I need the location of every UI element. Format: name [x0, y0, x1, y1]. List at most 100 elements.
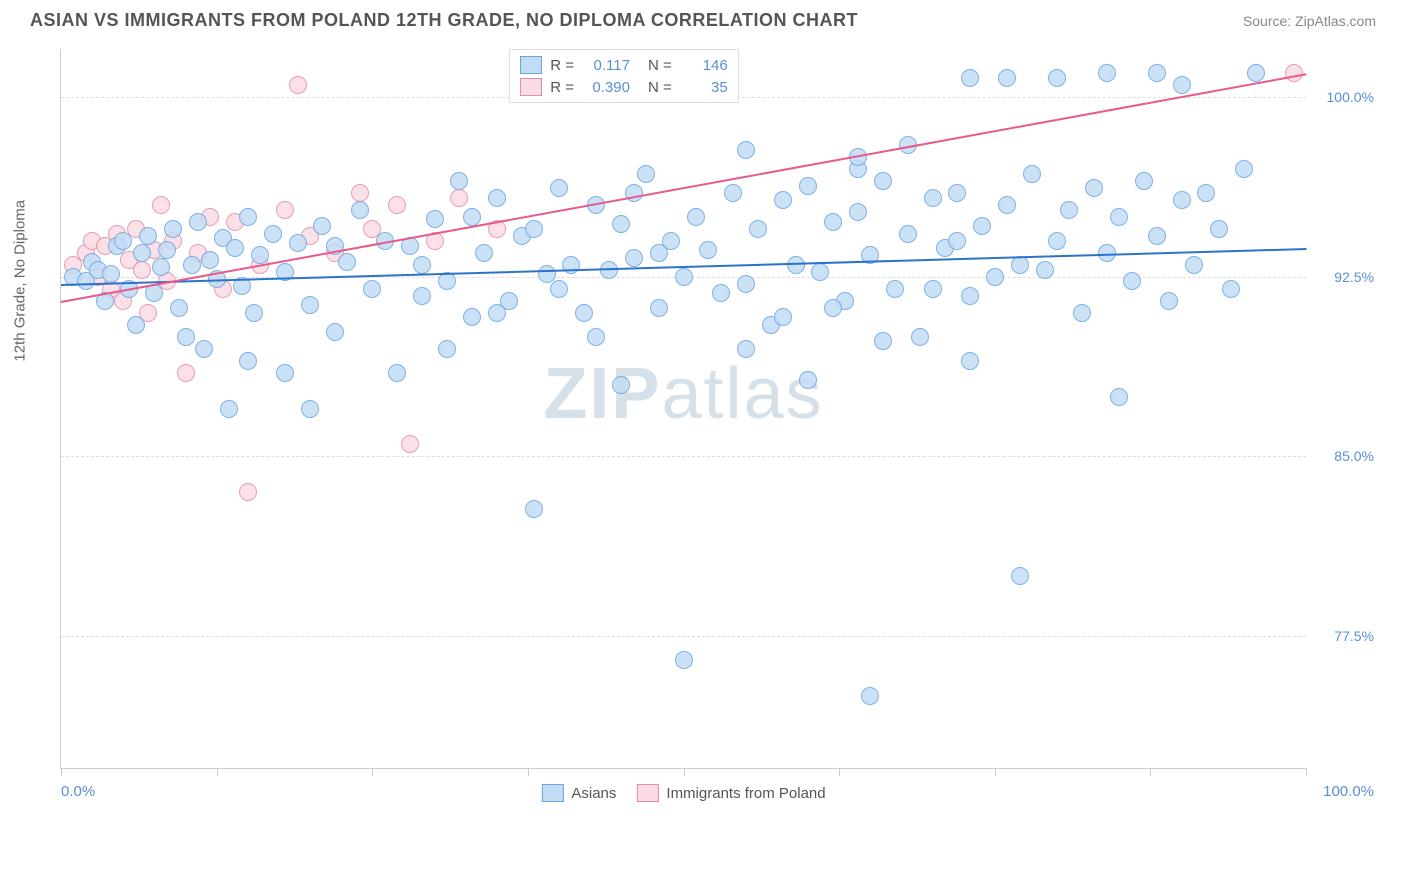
scatter-point-asians: [1247, 64, 1265, 82]
legend-item-poland: Immigrants from Poland: [636, 784, 825, 802]
chart-title: ASIAN VS IMMIGRANTS FROM POLAND 12TH GRA…: [30, 10, 858, 31]
watermark-atlas: atlas: [661, 354, 823, 434]
scatter-point-asians: [1222, 280, 1240, 298]
scatter-point-asians: [550, 280, 568, 298]
scatter-point-asians: [1123, 272, 1141, 290]
scatter-point-asians: [201, 251, 219, 269]
gridline: [61, 636, 1306, 637]
scatter-point-asians: [1048, 69, 1066, 87]
scatter-point-poland: [289, 76, 307, 94]
scatter-point-asians: [675, 268, 693, 286]
scatter-point-asians: [189, 213, 207, 231]
scatter-point-poland: [450, 189, 468, 207]
scatter-point-asians: [139, 227, 157, 245]
r-label: R =: [550, 57, 574, 74]
scatter-point-asians: [488, 304, 506, 322]
scatter-point-asians: [687, 208, 705, 226]
scatter-point-asians: [575, 304, 593, 322]
scatter-point-asians: [961, 287, 979, 305]
scatter-point-asians: [152, 258, 170, 276]
scatter-point-asians: [351, 201, 369, 219]
scatter-point-asians: [986, 268, 1004, 286]
scatter-point-poland: [239, 483, 257, 501]
scatter-point-asians: [463, 308, 481, 326]
scatter-point-asians: [612, 376, 630, 394]
scatter-point-asians: [133, 244, 151, 262]
scatter-point-asians: [1173, 191, 1191, 209]
y-tick-label: 92.5%: [1334, 269, 1374, 285]
scatter-point-asians: [998, 69, 1016, 87]
scatter-point-asians: [525, 220, 543, 238]
scatter-point-asians: [177, 328, 195, 346]
scatter-point-asians: [724, 184, 742, 202]
scatter-point-asians: [388, 364, 406, 382]
scatter-point-asians: [650, 244, 668, 262]
scatter-point-asians: [313, 217, 331, 235]
scatter-point-asians: [749, 220, 767, 238]
y-tick-label: 85.0%: [1334, 448, 1374, 464]
scatter-point-asians: [239, 208, 257, 226]
swatch-asians-icon: [541, 784, 563, 802]
scatter-point-asians: [183, 256, 201, 274]
scatter-point-asians: [612, 215, 630, 233]
asians-n-value: 146: [680, 57, 728, 74]
x-tick: [995, 768, 996, 776]
x-axis-min-label: 0.0%: [61, 783, 95, 800]
scatter-point-asians: [650, 299, 668, 317]
scatter-point-asians: [799, 177, 817, 195]
n-label: N =: [648, 57, 672, 74]
gridline: [61, 456, 1306, 457]
poland-n-value: 35: [680, 79, 728, 96]
scatter-point-asians: [874, 172, 892, 190]
scatter-point-asians: [1210, 220, 1228, 238]
scatter-point-asians: [1085, 179, 1103, 197]
scatter-point-asians: [737, 340, 755, 358]
scatter-point-poland: [1285, 64, 1303, 82]
scatter-point-asians: [948, 232, 966, 250]
y-tick-label: 100.0%: [1327, 89, 1374, 105]
legend-stats-row-asians: R = 0.117 N = 146: [520, 54, 728, 76]
scatter-point-asians: [1110, 208, 1128, 226]
scatter-point-asians: [998, 196, 1016, 214]
scatter-point-asians: [363, 280, 381, 298]
scatter-point-asians: [251, 246, 269, 264]
y-tick-label: 77.5%: [1334, 628, 1374, 644]
scatter-point-asians: [699, 241, 717, 259]
x-tick: [217, 768, 218, 776]
scatter-point-asians: [824, 299, 842, 317]
scatter-point-asians: [145, 284, 163, 302]
scatter-point-asians: [712, 284, 730, 302]
scatter-point-asians: [886, 280, 904, 298]
x-axis-max-label: 100.0%: [1323, 783, 1374, 800]
scatter-point-asians: [413, 256, 431, 274]
scatter-point-asians: [170, 299, 188, 317]
scatter-point-poland: [388, 196, 406, 214]
poland-r-value: 0.390: [582, 79, 630, 96]
scatter-point-asians: [924, 280, 942, 298]
legend-series: Asians Immigrants from Poland: [541, 784, 825, 802]
x-tick: [61, 768, 62, 776]
scatter-point-asians: [276, 364, 294, 382]
asians-r-value: 0.117: [582, 57, 630, 74]
scatter-point-asians: [961, 352, 979, 370]
scatter-point-asians: [774, 191, 792, 209]
scatter-point-poland: [401, 435, 419, 453]
scatter-point-asians: [774, 308, 792, 326]
scatter-point-asians: [114, 232, 132, 250]
scatter-point-asians: [301, 400, 319, 418]
scatter-point-poland: [177, 364, 195, 382]
scatter-point-poland: [152, 196, 170, 214]
scatter-point-asians: [737, 141, 755, 159]
scatter-point-asians: [438, 340, 456, 358]
scatter-point-asians: [1173, 76, 1191, 94]
scatter-point-poland: [133, 261, 151, 279]
scatter-point-asians: [289, 234, 307, 252]
scatter-point-asians: [158, 241, 176, 259]
y-axis-label: 12th Grade, No Diploma: [12, 200, 29, 362]
scatter-point-asians: [911, 328, 929, 346]
swatch-asians: [520, 56, 542, 74]
scatter-point-asians: [220, 400, 238, 418]
legend-stats-row-poland: R = 0.390 N = 35: [520, 76, 728, 98]
scatter-point-asians: [948, 184, 966, 202]
scatter-point-asians: [438, 272, 456, 290]
